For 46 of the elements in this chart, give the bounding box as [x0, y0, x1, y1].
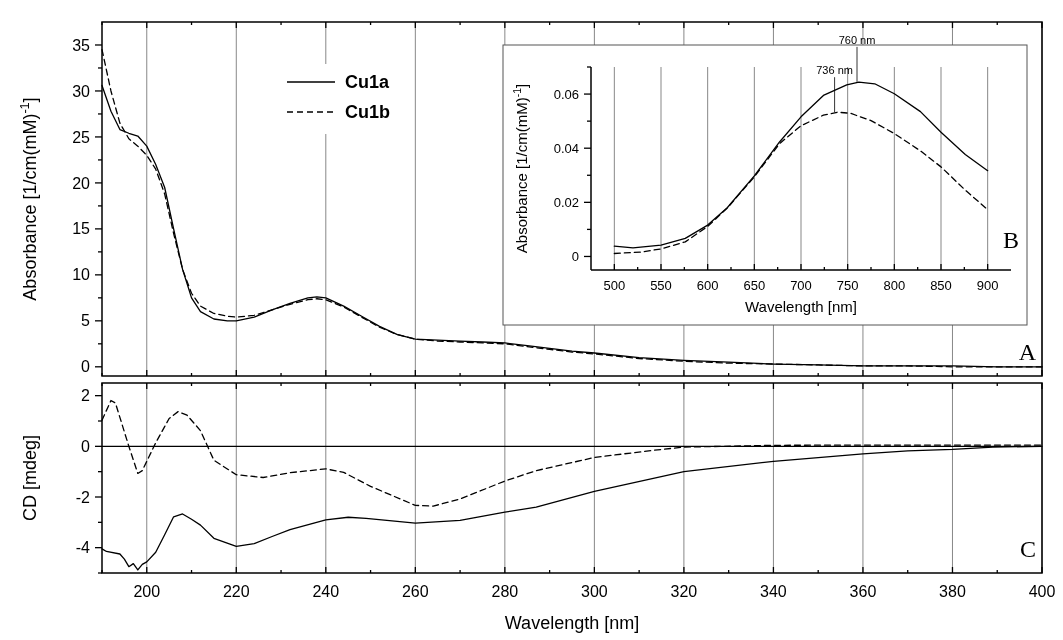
legend-label: Cu1a	[345, 72, 390, 93]
x-tick-label: 900	[976, 278, 999, 293]
annotation: 736 nm	[816, 64, 853, 77]
x-axis-title: Wavelength [nm]	[745, 298, 857, 315]
x-tick-label: 360	[849, 583, 877, 600]
x-tick-label: 280	[491, 583, 519, 600]
x-axis-title: Wavelength [nm]	[504, 613, 640, 633]
y-tick-label: 10	[72, 266, 91, 284]
annotation: C	[1019, 536, 1036, 562]
x-tick-label: 650	[743, 278, 766, 293]
y-tick-label: 2	[81, 387, 91, 405]
x-tick-label: 340	[760, 583, 787, 600]
y-tick-label: 0	[81, 437, 91, 455]
y-tick-label: 0.06	[553, 86, 579, 102]
x-tick-label: 300	[581, 583, 608, 600]
y-tick-label: 0.04	[553, 140, 579, 156]
x-tick-label: 260	[401, 583, 429, 600]
y-tick-label: 15	[72, 220, 91, 238]
y-tick-label: -4	[75, 539, 91, 557]
y-tick-label: 20	[72, 174, 91, 192]
x-tick-label: 500	[603, 278, 626, 293]
annotation: 760 nm	[838, 33, 876, 46]
legend-label: Cu1b	[345, 102, 390, 123]
x-tick-label: 850	[930, 278, 952, 293]
annotation: B	[1002, 227, 1019, 253]
y-tick-label: 0	[81, 358, 91, 376]
y-tick-label: 5	[81, 312, 91, 330]
y-tick-label: 0.02	[553, 194, 579, 210]
y-tick-label: -2	[75, 488, 91, 506]
x-tick-label: 320	[670, 583, 698, 600]
x-tick-label: 550	[650, 278, 672, 293]
x-tick-label: 800	[883, 278, 906, 293]
y-tick-label: 35	[72, 36, 91, 54]
y-axis-title: CD [mdeg]	[20, 434, 40, 522]
x-tick-label: 700	[790, 278, 812, 293]
y-tick-label: 0	[571, 249, 579, 265]
x-tick-label: 600	[696, 278, 719, 293]
annotation: A	[1018, 339, 1037, 365]
x-tick-label: 400	[1028, 583, 1056, 600]
x-tick-label: 750	[836, 278, 859, 293]
x-tick-label: 200	[133, 583, 161, 600]
x-tick-label: 380	[939, 583, 966, 600]
x-tick-label: 240	[312, 583, 340, 600]
y-tick-label: 25	[72, 128, 91, 146]
y-tick-label: 30	[72, 82, 91, 100]
x-tick-label: 220	[222, 583, 250, 600]
